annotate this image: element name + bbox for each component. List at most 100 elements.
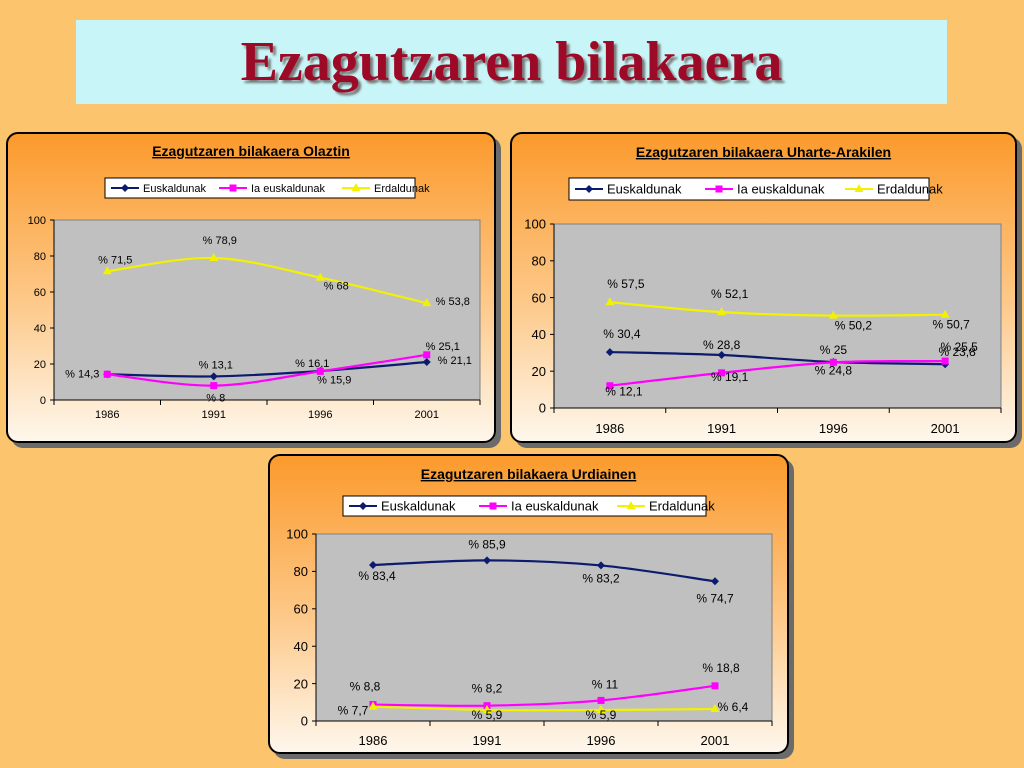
- data-point: [715, 185, 723, 193]
- data-point: [940, 309, 950, 318]
- data-label: % 13,1: [199, 359, 233, 371]
- data-point: [102, 266, 112, 275]
- data-label: % 14,3: [65, 368, 99, 380]
- legend-box: [568, 177, 930, 201]
- data-point: [489, 502, 497, 510]
- data-point: [209, 372, 218, 381]
- y-tick-label: 100: [286, 527, 308, 542]
- data-point: [482, 704, 492, 713]
- legend-label: Erdaldunak: [877, 182, 943, 197]
- legend-label: Erdaldunak: [649, 499, 715, 514]
- y-tick-label: 20: [294, 676, 308, 691]
- y-tick-label: 80: [532, 253, 546, 268]
- y-tick-label: 0: [301, 714, 308, 729]
- x-tick-label: 1991: [707, 421, 736, 436]
- data-label: % 50,7: [932, 318, 970, 332]
- data-point: [422, 298, 432, 307]
- data-point: [103, 370, 111, 378]
- legend-label: Ia euskaldunak: [737, 182, 825, 197]
- x-tick-label: 1986: [595, 421, 624, 436]
- data-point: [605, 297, 615, 306]
- y-tick-label: 40: [532, 327, 546, 342]
- data-point: [717, 307, 727, 316]
- data-label: % 30,4: [603, 327, 641, 341]
- y-tick-label: 60: [532, 290, 546, 305]
- series-line: [609, 301, 946, 317]
- data-point: [316, 367, 324, 375]
- legend-label: Ia euskaldunak: [251, 183, 325, 195]
- data-point: [597, 696, 605, 704]
- data-point: [597, 561, 605, 570]
- x-tick-label: 1986: [95, 409, 119, 421]
- data-label: % 8,2: [472, 682, 503, 696]
- data-label: % 52,1: [711, 287, 749, 301]
- y-tick-label: 0: [539, 401, 546, 416]
- data-point: [711, 682, 719, 690]
- y-tick-label: 100: [524, 217, 546, 232]
- chart-svg: Ezagutzaren bilakaera Olaztin Euskaldunak…: [28, 143, 481, 421]
- series-line: [372, 559, 716, 583]
- x-tick-label: 1996: [587, 733, 616, 748]
- series-line: [372, 705, 716, 712]
- data-point: [710, 704, 720, 713]
- series-line: [609, 350, 946, 366]
- data-point: [718, 369, 726, 377]
- data-point: [368, 701, 378, 710]
- data-point: [351, 183, 361, 191]
- data-label: % 68: [324, 281, 349, 293]
- data-point: [210, 382, 218, 390]
- data-label: % 18,8: [702, 661, 740, 675]
- data-label: % 57,5: [607, 277, 645, 291]
- y-tick-label: 80: [294, 564, 308, 579]
- legend-box: [104, 177, 416, 199]
- data-label: % 11: [592, 677, 619, 691]
- data-label: % 74,7: [696, 591, 734, 605]
- legend-label: Ia euskaldunak: [511, 499, 599, 514]
- data-label: % 16,1: [295, 358, 329, 370]
- legend-box: [342, 495, 707, 517]
- data-point: [854, 184, 864, 192]
- data-point: [717, 351, 726, 360]
- data-label: % 25,5: [940, 340, 978, 354]
- title-banner: Ezagutzaren bilakaera: [76, 20, 947, 104]
- chart-svg: Ezagutzaren bilakaera Urdiainen Euskaldun…: [286, 466, 773, 748]
- x-tick-label: 1986: [359, 733, 388, 748]
- y-tick-label: 40: [294, 639, 308, 654]
- y-tick-label: 60: [294, 601, 308, 616]
- data-point: [829, 358, 837, 366]
- chart-panel-uharte-arakilen: Ezagutzaren bilakaera Uharte-Arakilen Eus…: [510, 132, 1017, 443]
- data-label: % 25,1: [426, 341, 460, 353]
- data-label: % 8: [206, 393, 225, 405]
- data-label: % 19,1: [711, 370, 749, 384]
- data-label: % 28,8: [703, 338, 741, 352]
- data-point: [626, 501, 636, 509]
- data-point: [606, 382, 614, 390]
- x-tick-label: 2001: [701, 733, 730, 748]
- data-point: [423, 351, 431, 359]
- series-line: [372, 684, 716, 707]
- data-label: % 15,9: [317, 374, 351, 386]
- y-tick-label: 80: [34, 251, 46, 263]
- data-point: [209, 252, 219, 261]
- data-label: % 53,8: [436, 296, 470, 308]
- data-label: % 5,9: [586, 708, 617, 722]
- data-label: % 5,9: [472, 708, 503, 722]
- data-point: [711, 577, 719, 586]
- data-point: [585, 185, 593, 193]
- data-label: % 83,2: [582, 571, 620, 585]
- y-tick-label: 0: [40, 395, 46, 407]
- data-point: [941, 357, 949, 365]
- chart-svg: Ezagutzaren bilakaera Uharte-Arakilen Eus…: [524, 144, 1002, 436]
- series-line: [107, 353, 427, 387]
- y-tick-label: 100: [28, 215, 46, 227]
- chart-title: Ezagutzaren bilakaera Uharte-Arakilen: [636, 144, 891, 160]
- y-tick-label: 20: [532, 364, 546, 379]
- data-point: [359, 502, 367, 510]
- data-label: % 83,4: [358, 569, 396, 583]
- data-point: [596, 704, 606, 713]
- legend-label: Euskaldunak: [143, 183, 206, 195]
- data-label: % 8,8: [350, 680, 381, 694]
- data-label: % 7,7: [338, 704, 369, 718]
- data-label: % 23,8: [938, 345, 976, 359]
- chart-panel-olaztin: Ezagutzaren bilakaera Olaztin Euskaldunak…: [6, 132, 496, 443]
